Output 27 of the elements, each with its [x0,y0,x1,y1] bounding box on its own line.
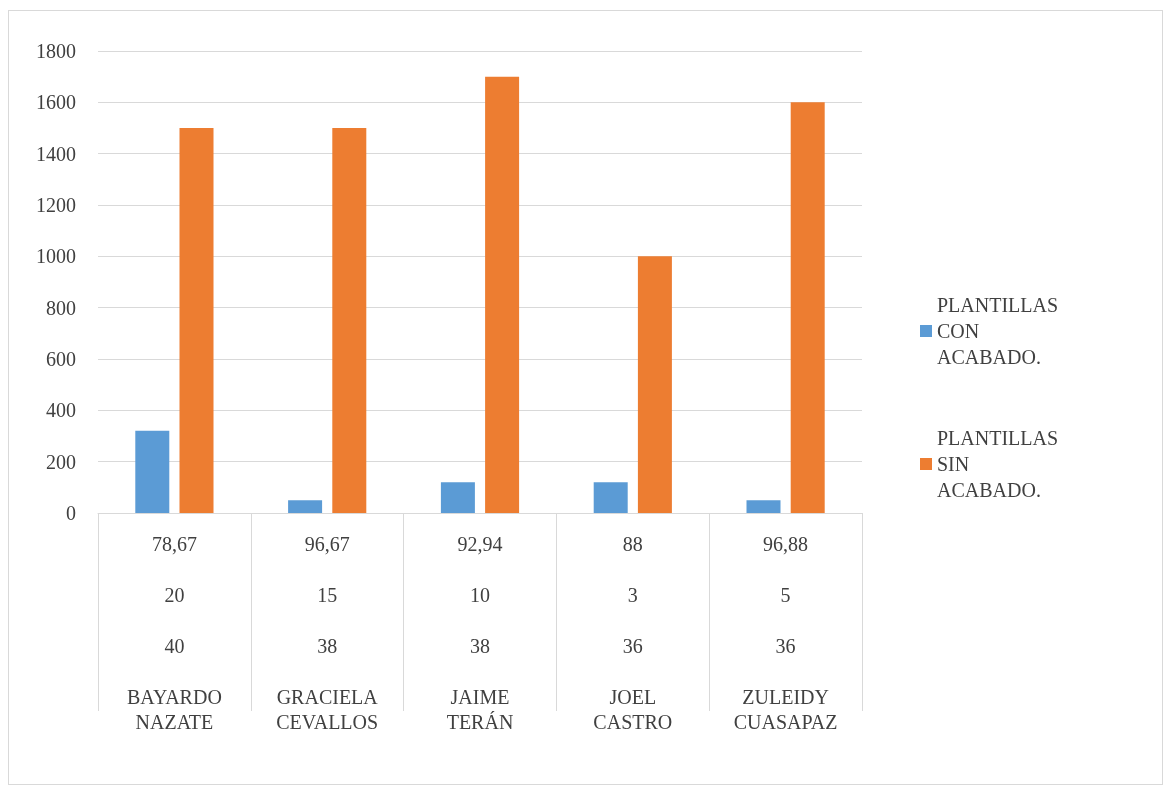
bar [746,500,781,513]
y-tick-label: 0 [66,502,76,524]
bar [637,256,672,513]
legend-label: PLANTILLAS SIN ACABADO. [937,427,1059,501]
y-tick-label: 1000 [36,245,76,268]
bar [485,76,520,513]
y-tick-label: 1200 [36,194,76,216]
category-label: 88 3 36 JOEL CASTRO [593,532,673,734]
bar [288,500,323,513]
category-label: 96,67 15 38 GRACIELA CEVALLOS [276,532,379,734]
legend-label: PLANTILLAS CON ACABADO. [937,294,1059,368]
bar [135,430,170,513]
y-tick-label: 400 [46,399,76,422]
category-label: 96,88 5 36 ZULEIDY CUASAPAZ [733,532,838,734]
category-label: 78,67 20 40 BAYARDO NAZATE [126,532,222,734]
category-label: 92,94 10 38 JAIME TERÁN [446,532,514,734]
bar [332,128,367,513]
y-tick-label: 600 [46,348,76,370]
y-tick-label: 200 [46,450,76,473]
y-tick-label: 1800 [36,40,76,62]
bar [179,128,214,513]
bar [440,482,475,513]
y-tick-label: 1600 [36,91,76,114]
y-tick-label: 800 [46,296,76,319]
bar [593,482,628,513]
bar [790,102,825,513]
y-tick-label: 1400 [36,142,76,165]
